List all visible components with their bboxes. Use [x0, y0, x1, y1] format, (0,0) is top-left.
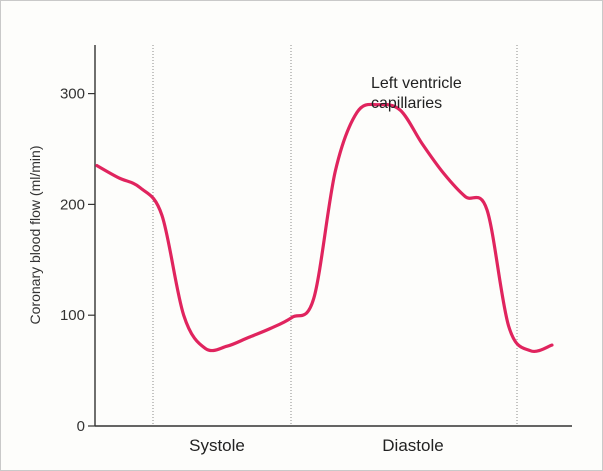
y-tick-label: 200	[60, 196, 85, 213]
phase-label-diastole: Diastole	[382, 436, 443, 455]
series-point	[442, 172, 445, 175]
y-axis-ticks: 0 100 200 300	[60, 86, 95, 435]
series-point	[334, 170, 337, 173]
series-point	[182, 314, 185, 317]
series-point	[204, 347, 207, 350]
series-point	[160, 214, 163, 217]
series-point	[420, 142, 423, 145]
series-point	[464, 195, 467, 198]
series-point	[225, 345, 228, 348]
series-point	[485, 208, 488, 211]
phase-dividers	[152, 45, 518, 426]
series-point	[139, 186, 142, 189]
annotation-line-1: Left ventricle	[371, 75, 462, 92]
series-point	[290, 316, 293, 319]
series-point	[269, 327, 272, 330]
series-point	[355, 111, 358, 114]
y-tick-label: 0	[77, 418, 85, 435]
series-point	[95, 164, 98, 167]
series-point	[247, 336, 250, 339]
series-point	[550, 344, 553, 347]
series-point	[529, 349, 532, 352]
y-tick-label: 100	[60, 307, 85, 324]
series-point	[312, 297, 315, 300]
phase-label-systole: Systole	[189, 436, 245, 455]
annotation-line-2: capillaries	[371, 95, 442, 112]
y-axis-title: Coronary blood flow (ml/min)	[27, 146, 43, 325]
series-line-coronary-flow	[95, 102, 554, 353]
series-point	[117, 176, 120, 179]
series-point	[507, 325, 510, 328]
y-tick-label: 300	[60, 86, 85, 103]
